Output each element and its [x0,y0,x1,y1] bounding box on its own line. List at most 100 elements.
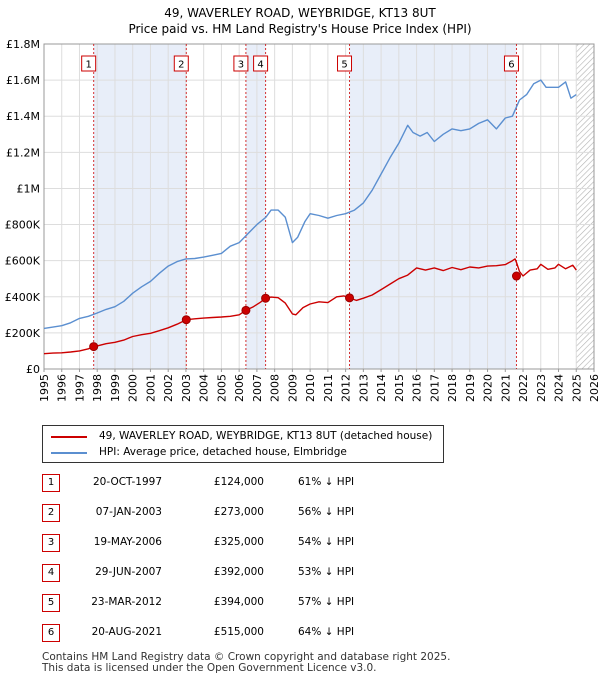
y-tick-label: £400K [5,291,41,304]
y-tick-label: £200K [5,327,41,340]
sale-number-box [337,55,353,72]
x-tick-label: 2012 [340,374,353,402]
x-tick-label: 2003 [180,374,193,402]
x-tick-label: 2025 [570,374,583,402]
chart-legend: 49, WAVERLEY ROAD, WEYBRIDGE, KT13 8UT (… [42,425,444,463]
sale-number-label: 3 [238,60,244,71]
x-tick-label: 2006 [233,374,246,402]
sale-number-label: 1 [85,60,91,71]
x-tick-label: 1995 [38,374,51,402]
x-tick-label: 1997 [73,374,86,402]
x-tick-label: 1998 [91,374,104,402]
x-tick-label: 2013 [357,374,370,402]
x-tick-label: 2020 [482,374,495,402]
y-tick-label: £1.8M [6,38,40,51]
legend-swatch-hpi [51,452,87,454]
sale-point [181,315,191,325]
transaction-date: 20-AUG-2021 [91,626,162,638]
price-chart: £0 £200K £400K £600K £800K £1M £1.2M £1.4M £1.6M… [5,38,600,402]
x-tick-label: 2007 [251,374,264,402]
transaction-price: £273,000 [213,506,264,518]
ownership-band [349,44,517,369]
y-tick-label: £1.4M [6,110,40,123]
x-tick-label: 2015 [393,374,406,402]
x-tick-label: 2002 [162,374,175,402]
footer-copyright: Contains HM Land Registry data © Crown c… [42,651,451,663]
y-tick-label: £600K [5,255,41,268]
transaction-hpi: 64% ↓ HPI [298,626,355,638]
x-tick-label: 2001 [144,374,157,402]
transaction-hpi: 61% ↓ HPI [298,476,355,488]
y-tick-label: £1M [17,182,41,195]
transaction-marker: 4 [42,564,60,582]
x-tick-label: 2018 [446,374,459,402]
transaction-row: 3 19-MAY-2006 £325,000 54% ↓ HPI [42,533,562,553]
transaction-date: 19-MAY-2006 [93,536,162,548]
transaction-row: 4 29-JUN-2007 £392,000 53% ↓ HPI [42,563,562,583]
transaction-hpi: 56% ↓ HPI [298,506,355,518]
transaction-row: 6 20-AUG-2021 £515,000 64% ↓ HPI [42,623,562,643]
sale-point [345,293,355,303]
transaction-row: 1 20-OCT-1997 £124,000 61% ↓ HPI [42,473,562,493]
transaction-date: 23-MAR-2012 [91,596,162,608]
transaction-date: 07-JAN-2003 [95,506,162,518]
transaction-price: £325,000 [213,536,264,548]
sale-point [511,271,521,281]
legend-label-property: 49, WAVERLEY ROAD, WEYBRIDGE, KT13 8UT (… [99,430,433,442]
transaction-hpi: 54% ↓ HPI [298,536,355,548]
y-tick-label: £1.2M [6,146,40,159]
x-tick-label: 2000 [127,374,140,402]
y-tick-label: £0 [26,363,40,376]
transaction-marker: 2 [42,504,60,522]
ownership-band [93,44,187,369]
sale-number-box [503,55,519,72]
x-tick-label: 2024 [553,374,566,402]
sale-point [89,342,99,352]
x-tick-label: 2021 [499,374,512,402]
transaction-marker: 1 [42,474,60,492]
transaction-price: £515,000 [213,626,264,638]
sale-point [241,305,251,315]
sale-point [261,293,271,303]
hpi-line [43,79,577,330]
transaction-hpi: 53% ↓ HPI [298,566,355,578]
transaction-price: £394,000 [213,596,264,608]
footer-licence: This data is licensed under the Open Gov… [42,662,377,674]
sale-number-box [81,55,97,72]
chart-subtitle: Price paid vs. HM Land Registry's House … [128,22,472,36]
transaction-price: £392,000 [213,566,264,578]
legend-label-hpi: HPI: Average price, detached house, Elmb… [99,446,347,458]
x-tick-label: 2023 [535,374,548,402]
transaction-marker: 6 [42,624,60,642]
x-tick-label: 2014 [375,374,388,402]
legend-swatch-property [51,436,87,438]
future-region [576,44,594,369]
chart-title: 49, WAVERLEY ROAD, WEYBRIDGE, KT13 8UT [164,6,436,20]
plot-frame [43,43,595,370]
x-tick-label: 2011 [322,374,335,402]
x-tick-label: 2005 [215,374,228,402]
sale-number-label: 5 [341,60,347,71]
x-tick-label: 2017 [428,374,441,402]
x-tick-label: 1999 [109,374,122,402]
x-tick-label: 2026 [588,374,600,402]
sale-number-box [233,55,249,72]
transaction-row: 2 07-JAN-2003 £273,000 56% ↓ HPI [42,503,562,523]
sale-number-box [253,55,269,72]
sale-number-label: 4 [257,60,263,71]
transaction-marker: 5 [42,594,60,612]
transaction-price: £124,000 [213,476,264,488]
y-tick-label: £800K [5,219,41,232]
sale-number-box [173,55,189,72]
x-tick-label: 2008 [269,374,282,402]
property-price-line [43,258,577,355]
y-tick-label: £1.6M [6,74,40,87]
x-tick-label: 2009 [286,374,299,402]
transaction-date: 29-JUN-2007 [95,566,162,578]
x-tick-label: 2016 [411,374,424,402]
transaction-row: 5 23-MAR-2012 £394,000 57% ↓ HPI [42,593,562,613]
x-tick-label: 2019 [464,374,477,402]
x-tick-label: 1996 [56,374,69,402]
transaction-hpi: 57% ↓ HPI [298,596,355,608]
transaction-date: 20-OCT-1997 [93,476,162,488]
